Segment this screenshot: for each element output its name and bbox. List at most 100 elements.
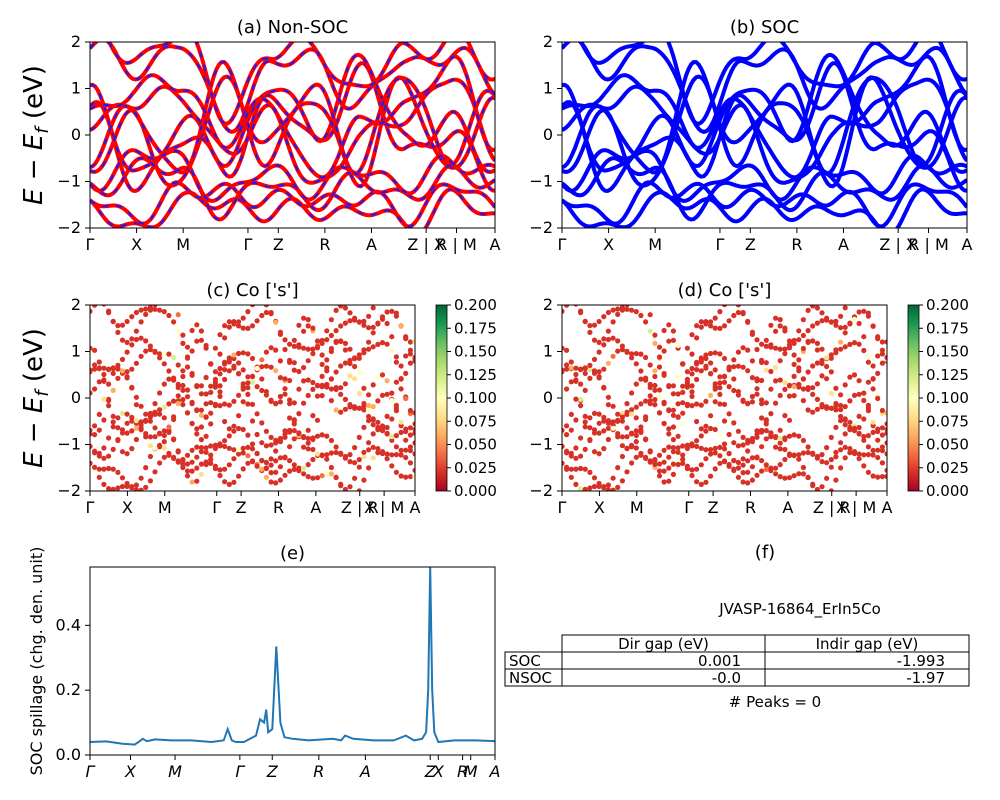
projection-point [875, 334, 881, 340]
projection-point [389, 416, 395, 422]
projection-point [582, 387, 588, 393]
projection-point [375, 321, 381, 327]
projection-point [115, 329, 121, 335]
projection-point [222, 376, 228, 383]
projection-point [703, 456, 709, 462]
projection-point [161, 439, 167, 445]
projection-point [92, 285, 97, 290]
projection-point [740, 479, 746, 485]
projection-point [624, 305, 630, 308]
projection-point [564, 285, 569, 290]
projection-point [629, 355, 635, 361]
projection-point [119, 322, 126, 328]
projection-point [712, 445, 718, 451]
projection-point [143, 431, 149, 437]
projection-point [856, 391, 862, 397]
projection-point [735, 349, 742, 355]
projection-point [656, 387, 663, 393]
projection-point [666, 383, 672, 389]
panel-e-xtick-label: M [464, 762, 478, 781]
projection-point [805, 386, 811, 392]
projection-point [656, 364, 663, 370]
projection-point [110, 370, 116, 376]
projection-point [90, 460, 93, 466]
projection-point [338, 363, 344, 369]
projection-point [291, 466, 297, 472]
projection-point [129, 418, 135, 424]
projection-point [291, 400, 297, 406]
projection-point [591, 427, 598, 433]
projection-point [314, 344, 321, 350]
projection-point [810, 363, 816, 369]
projection-point [96, 379, 102, 385]
projection-point [814, 320, 821, 326]
panel-a-xtick-label: X [131, 235, 142, 254]
projection-point [749, 464, 756, 470]
projection-point [643, 319, 649, 325]
projection-point [379, 372, 386, 378]
projection-point [670, 337, 677, 343]
projection-point [124, 369, 130, 375]
panel-b-xtick-label: Γ [558, 235, 567, 254]
projection-point [110, 466, 116, 472]
projection-point [879, 448, 886, 454]
projection-point [194, 338, 200, 344]
projection-point [245, 432, 251, 438]
projection-point [231, 428, 237, 434]
projection-point [740, 434, 746, 440]
projection-point [370, 305, 376, 311]
projection-point [573, 377, 579, 383]
projection-point [361, 347, 367, 353]
projection-point [624, 434, 630, 440]
projection-point [796, 357, 802, 363]
projection-point [180, 373, 186, 380]
projection-point [361, 407, 367, 413]
projection-point [403, 474, 409, 480]
table-value: -1.97 [906, 669, 945, 687]
projection-point [879, 474, 886, 480]
projection-point [226, 359, 232, 365]
projection-point [412, 339, 415, 345]
projection-point [703, 447, 709, 453]
projection-point [287, 377, 293, 384]
projection-point [838, 418, 844, 424]
projection-point [236, 319, 242, 325]
projection-point [800, 437, 807, 444]
projection-point [259, 466, 265, 472]
projection-point [773, 434, 779, 440]
projection-point [90, 345, 93, 351]
projection-point [791, 473, 797, 479]
band-line-blue [562, 180, 967, 228]
projection-point [573, 371, 579, 378]
projection-point [101, 481, 107, 487]
projection-point [384, 391, 390, 397]
projection-point [407, 448, 413, 454]
projection-point [305, 392, 311, 399]
panel-d-cb-label: 0.175 [926, 319, 969, 337]
projection-point [314, 417, 321, 423]
projection-point [773, 315, 779, 321]
projection-point [777, 440, 783, 446]
projection-point [291, 462, 297, 468]
projection-point [759, 468, 765, 474]
projection-point [782, 379, 788, 386]
projection-point [203, 342, 209, 349]
projection-point [370, 431, 376, 437]
projection-point [106, 381, 112, 387]
projection-point [305, 317, 311, 323]
projection-point [591, 449, 598, 455]
projection-point [763, 436, 769, 442]
projection-point [101, 305, 107, 307]
projection-point [393, 402, 399, 408]
projection-point [847, 450, 853, 456]
projection-point [786, 451, 793, 457]
projection-point [856, 451, 862, 457]
projection-point [310, 351, 316, 357]
projection-point [568, 411, 574, 417]
projection-point [800, 471, 807, 477]
panel-a-xtick-label: R | M [436, 235, 476, 254]
projection-point [273, 401, 279, 407]
projection-point [282, 346, 288, 353]
projection-point [629, 351, 635, 357]
projection-point [328, 464, 334, 471]
